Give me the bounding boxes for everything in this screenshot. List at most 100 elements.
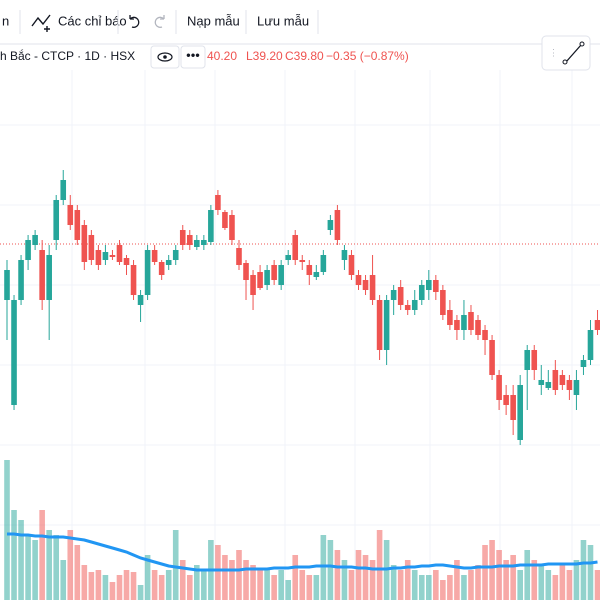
candle-body — [271, 265, 277, 280]
volume-bar — [447, 575, 453, 600]
candle-body — [95, 250, 102, 265]
volume-bar — [594, 570, 600, 600]
candle-body — [39, 250, 45, 300]
volume-bar — [468, 570, 474, 600]
volume-bar — [158, 575, 165, 600]
toolbar-item[interactable]: Các chỉ báo — [58, 13, 127, 28]
volume-bar — [475, 565, 481, 600]
volume-bar — [292, 555, 299, 600]
volume-bar — [165, 570, 172, 600]
volume-bar — [587, 545, 594, 600]
legend-high: 40.20 — [207, 49, 237, 63]
plot — [0, 170, 600, 600]
undo[interactable] — [129, 15, 140, 28]
candle-body — [208, 210, 214, 242]
volume-bar — [81, 565, 88, 600]
volume-bar — [552, 575, 559, 600]
more-icon: ••• — [186, 47, 200, 62]
candle-body — [102, 252, 109, 260]
toolbar — [0, 0, 600, 44]
candle-body — [538, 380, 545, 385]
drawing-tool-button[interactable] — [541, 35, 591, 71]
volume-bar — [74, 545, 81, 600]
volume-bar — [271, 575, 277, 600]
trend-line-handle — [562, 59, 568, 65]
volume-bar — [172, 530, 179, 600]
candle-body — [32, 235, 38, 245]
volume-bar — [137, 585, 144, 600]
candle-body — [411, 300, 418, 310]
redo[interactable] — [154, 15, 165, 28]
candle-body — [243, 263, 249, 280]
volume-bar — [88, 572, 95, 600]
more-button[interactable] — [180, 45, 206, 69]
volume-bar — [11, 510, 17, 600]
volume-bar — [404, 560, 411, 600]
volume-bar — [482, 545, 488, 600]
candle-body — [172, 250, 179, 260]
volume-bar — [278, 570, 284, 600]
candle-body — [18, 260, 24, 300]
candle-body — [510, 395, 516, 420]
candle-body — [179, 230, 186, 245]
candle-body — [496, 375, 502, 400]
candle-body — [67, 205, 74, 225]
volume-bar — [362, 555, 369, 600]
candle-body — [397, 287, 404, 305]
toolbar-item[interactable]: n — [2, 13, 9, 28]
volume-bar — [46, 530, 52, 600]
candle-body — [215, 195, 221, 210]
volume-bar — [285, 580, 291, 600]
legend-close: C39.80 — [285, 49, 324, 63]
candle-body — [257, 272, 263, 288]
candle-body — [390, 290, 397, 300]
candle-body — [278, 265, 284, 285]
candle-body — [236, 248, 242, 265]
volume-bar — [60, 560, 67, 600]
volume-bar — [194, 565, 200, 600]
candle-body — [341, 250, 348, 260]
toolbar-item[interactable]: Lưu mẫu — [257, 13, 309, 28]
volume-bar — [559, 565, 566, 600]
toolbar-item[interactable]: Nạp mẫu — [187, 13, 240, 28]
volume-bar — [341, 560, 348, 600]
candle-body — [355, 275, 362, 285]
volume-bar — [144, 555, 151, 600]
volume-bar — [503, 560, 509, 600]
volume-bar — [67, 530, 74, 600]
candle-body — [151, 250, 158, 262]
legend-low: L39.20 — [246, 49, 283, 63]
candle-body — [285, 255, 291, 260]
candle-body — [123, 258, 130, 265]
volume-bar — [250, 565, 256, 600]
volume-bar — [489, 540, 495, 600]
volume-bar — [32, 540, 38, 600]
candle-body — [482, 330, 488, 340]
drag-handle: ⋮ — [549, 47, 558, 57]
candle-body — [440, 290, 446, 315]
candle-body — [475, 320, 481, 335]
volume-bar — [426, 575, 432, 600]
candle-body — [292, 235, 299, 260]
candle-body — [264, 270, 270, 285]
trend-line-handle — [579, 41, 585, 47]
volume-bar — [151, 570, 158, 600]
volume-bar — [418, 575, 425, 600]
indicator-icon[interactable] — [31, 14, 51, 27]
volume-bar — [545, 570, 552, 600]
candle-body — [447, 310, 453, 325]
volume-bar — [123, 570, 130, 600]
candle-body — [25, 240, 31, 260]
symbol-label[interactable]: h Bắc - CTCP · 1D · HSX — [0, 48, 135, 63]
candle-body — [383, 300, 390, 350]
candle-body — [158, 262, 165, 275]
volume-bar — [510, 555, 516, 600]
volume-bar — [327, 540, 334, 600]
candle-body — [418, 285, 425, 300]
candle-body — [503, 395, 509, 405]
volume-bar — [517, 570, 523, 600]
candle-body — [594, 320, 600, 330]
volume-bar — [355, 550, 362, 600]
volume-bar — [348, 570, 355, 600]
